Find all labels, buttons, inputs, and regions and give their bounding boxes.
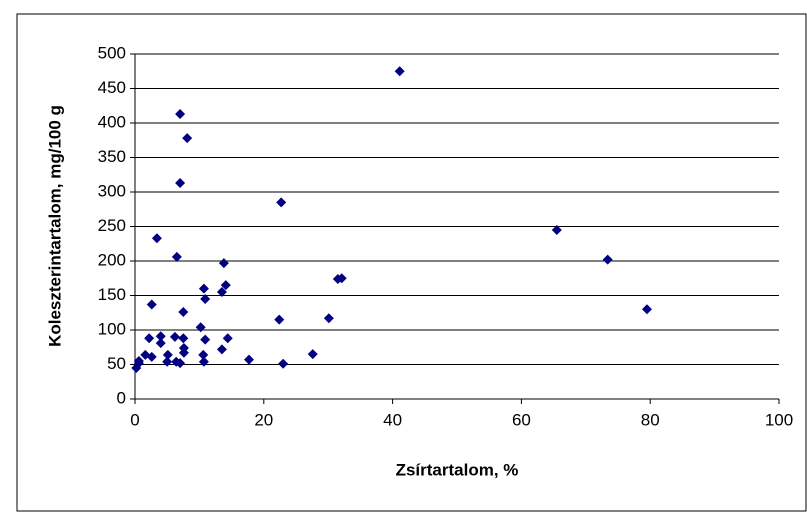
point <box>323 313 334 324</box>
y-tick-label: 450 <box>98 78 126 97</box>
point <box>216 344 227 355</box>
point <box>171 251 182 262</box>
point <box>162 356 173 367</box>
point <box>200 334 211 345</box>
x-tick-label: 60 <box>512 410 531 429</box>
y-tick-label: 350 <box>98 147 126 166</box>
point <box>200 293 211 304</box>
y-tick-label: 200 <box>98 250 126 269</box>
y-axis-label: Koleszterintartalom, mg/100 g <box>45 105 64 347</box>
point <box>274 314 285 325</box>
point <box>162 349 173 360</box>
point <box>198 349 209 360</box>
y-tick-label: 400 <box>98 112 126 131</box>
x-tick-label: 100 <box>765 410 793 429</box>
point <box>182 133 193 144</box>
point <box>551 224 562 235</box>
point <box>175 178 186 189</box>
point <box>151 233 162 244</box>
point <box>155 331 166 342</box>
point <box>216 287 227 298</box>
point <box>602 254 613 265</box>
point <box>198 356 209 367</box>
point <box>169 331 180 342</box>
point <box>175 109 186 120</box>
point <box>641 304 652 315</box>
point <box>133 358 144 369</box>
point <box>144 333 155 344</box>
point <box>175 358 186 369</box>
y-tick-label: 150 <box>98 285 126 304</box>
point <box>198 283 209 294</box>
point <box>178 347 189 358</box>
point <box>155 338 166 349</box>
point <box>146 351 157 362</box>
x-tick-label: 40 <box>383 410 402 429</box>
point <box>178 307 189 318</box>
x-tick-label: 20 <box>254 410 273 429</box>
x-tick-label: 80 <box>641 410 660 429</box>
y-tick-label: 100 <box>98 319 126 338</box>
y-tick-label: 300 <box>98 181 126 200</box>
point <box>307 349 318 360</box>
point <box>394 66 405 77</box>
point <box>336 273 347 284</box>
point <box>195 322 206 333</box>
y-tick-label: 250 <box>98 216 126 235</box>
y-tick-label: 50 <box>107 354 126 373</box>
point <box>146 299 157 310</box>
point <box>220 280 231 291</box>
x-axis-label: Zsírtartalom, % <box>396 460 519 479</box>
point <box>243 354 254 365</box>
point <box>278 358 289 369</box>
point <box>222 333 233 344</box>
y-tick-label: 0 <box>117 388 126 407</box>
y-tick-label: 500 <box>98 43 126 62</box>
x-tick-label: 0 <box>130 410 139 429</box>
chart-frame <box>16 13 807 512</box>
point <box>218 258 229 269</box>
point <box>276 197 287 208</box>
point <box>178 333 189 344</box>
